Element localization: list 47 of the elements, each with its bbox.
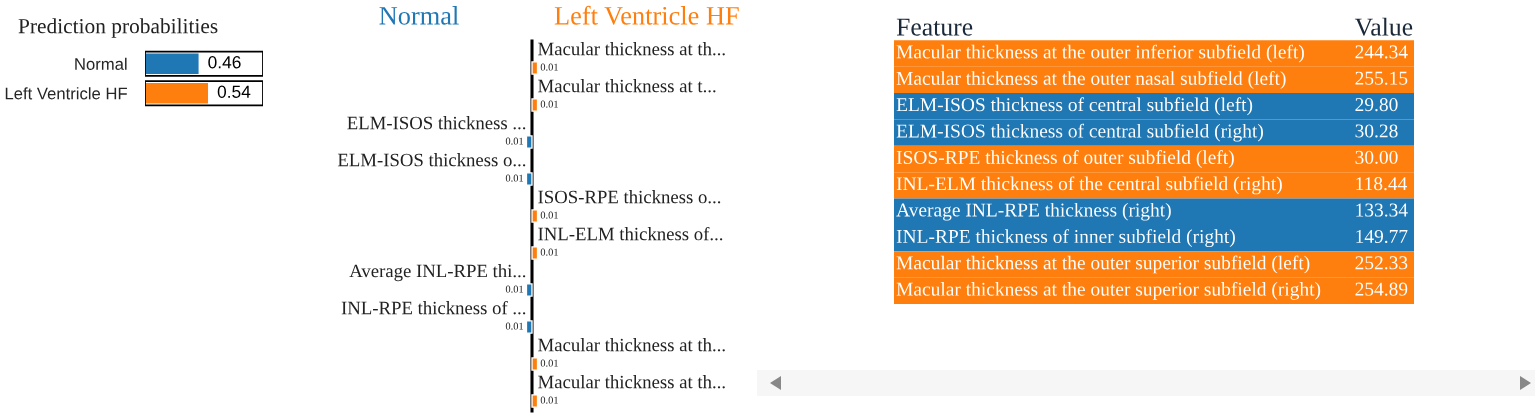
data-label: 0.01 [540, 396, 558, 404]
data-label: 0.01 [540, 100, 558, 108]
data-label: 255.15 [1355, 71, 1408, 85]
series-label: Left Ventricle HF [554, 5, 739, 25]
text: 0.01 [505, 322, 524, 330]
data-label: 0.01 [540, 359, 558, 367]
text: Normal [379, 6, 459, 25]
data-label: 0.54 [217, 85, 251, 98]
text: 0.01 [505, 285, 524, 293]
data-label: 29.80 [1355, 98, 1398, 112]
text: Feature [896, 18, 973, 36]
category-label: Macular thickness at the outer inferior subfield (left) [896, 44, 1304, 63]
category-label: ELM-ISOS thickness of central subfield (left) [896, 97, 1253, 116]
chart-title: Prediction probabilities [18, 18, 218, 38]
category-label: ELM-ISOS thickness ... [347, 116, 526, 130]
data-label: 244.34 [1355, 45, 1408, 59]
data-label: 30.28 [1355, 124, 1398, 138]
category-label: Average INL-RPE thickness (right) [896, 202, 1171, 221]
text: 0.01 [505, 174, 524, 182]
text: Value [1354, 17, 1413, 36]
category-label: Macular thickness at the outer superior subfield (right) [896, 281, 1321, 300]
category-label: INL-ELM thickness of... [538, 226, 723, 241]
data-label: 0.01 [540, 211, 558, 219]
data-label: 118.44 [1356, 177, 1408, 191]
data-label: 149.77 [1356, 229, 1408, 244]
data-label: 254.89 [1355, 282, 1408, 296]
data-label: 133.34 [1356, 203, 1408, 217]
category-label: Macular thickness at th... [538, 42, 725, 56]
category-label: Macular thickness at the outer superior subfield (left) [896, 255, 1310, 274]
data-label: 30.00 [1355, 150, 1398, 164]
data-label: 0.01 [540, 63, 558, 71]
category-label: ELM-ISOS thickness o... [337, 153, 526, 167]
category-label: Macular thickness at th... [538, 338, 725, 352]
category-label: INL-RPE thickness of inner subfield (right) [896, 229, 1235, 248]
category-label: INL-RPE thickness of ... [341, 300, 526, 315]
category-label: ELM-ISOS thickness of central subfield (right) [896, 123, 1263, 142]
category-label: Average INL-RPE thi... [349, 264, 526, 282]
data-label: 0.46 [208, 56, 241, 69]
category-label: ISOS-RPE thickness of outer subfield (left) [896, 150, 1234, 168]
category-label: Macular thickness at the outer nasal subfield (left) [896, 70, 1286, 89]
category-label: Macular thickness at th... [538, 375, 725, 389]
category-label: INL-ELM thickness of the central subfield (right) [896, 176, 1282, 195]
category-label: Macular thickness at t... [538, 79, 716, 93]
text: 0.01 [505, 137, 524, 145]
data-label: 0.01 [540, 248, 558, 256]
category-label: ISOS-RPE thickness o... [538, 190, 721, 204]
data-label: 252.33 [1355, 256, 1408, 270]
